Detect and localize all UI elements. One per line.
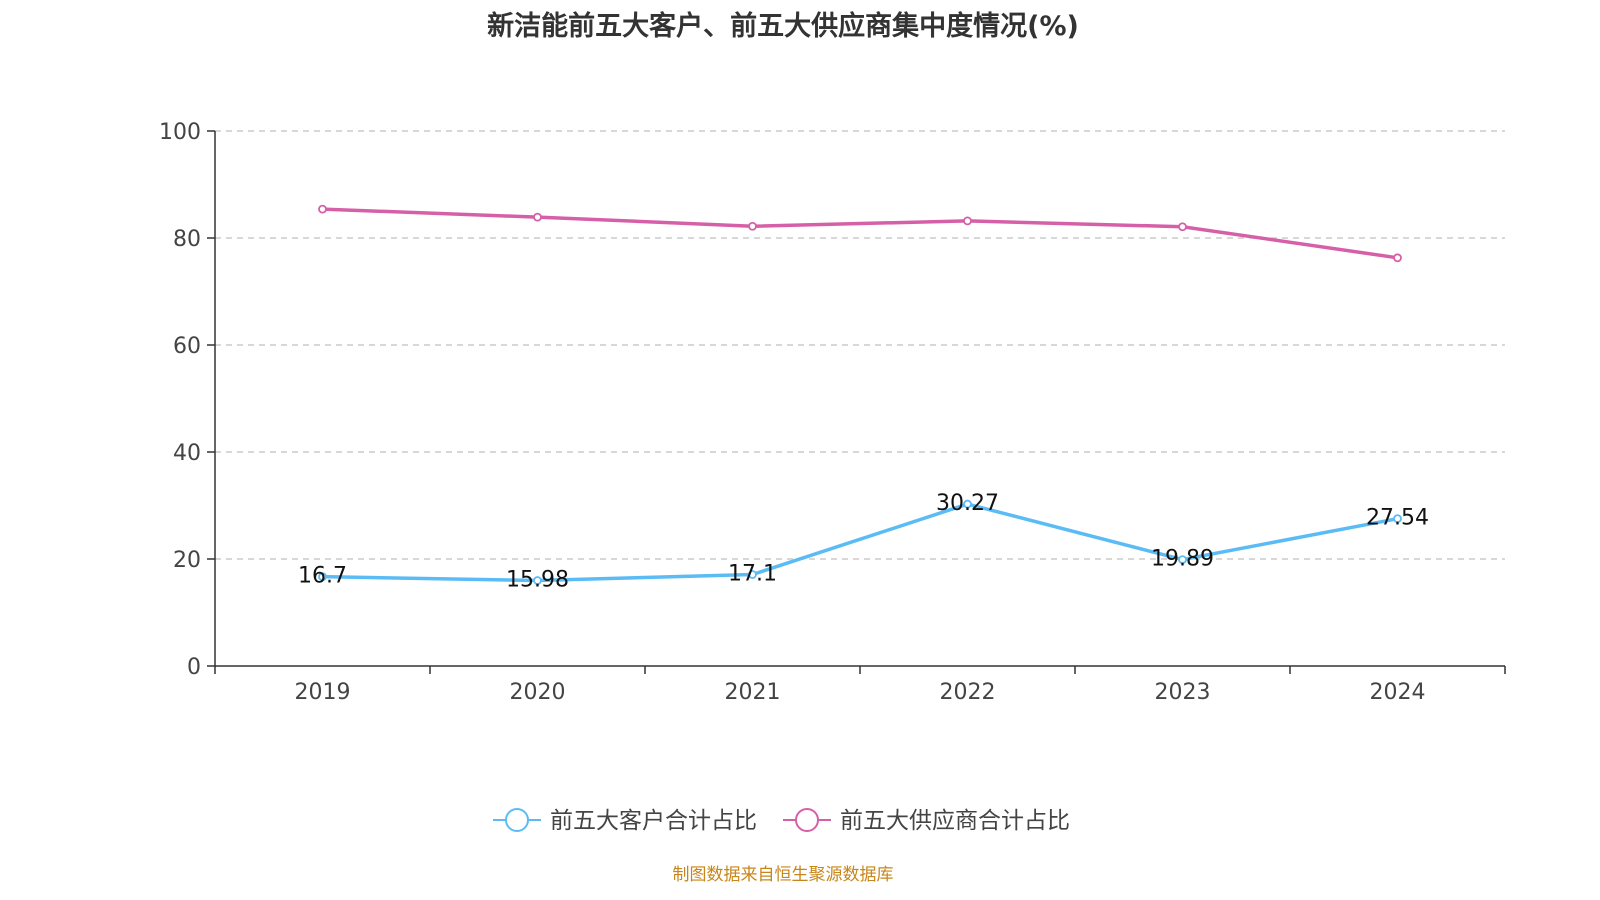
x-tick-label: 2019	[295, 680, 351, 705]
data-point	[318, 204, 327, 214]
chart-title: 新洁能前五大客户、前五大供应商集中度情况(%)	[487, 11, 1079, 42]
series-line-0	[322, 502, 1398, 583]
x-tick-label: 2021	[725, 680, 781, 705]
y-tick-label: 20	[173, 548, 201, 573]
y-tick-label: 80	[173, 227, 201, 252]
series-line-1	[322, 207, 1398, 260]
y-tick-label: 40	[173, 441, 201, 466]
data-point	[533, 212, 542, 222]
data-point	[1178, 222, 1187, 232]
legend-label: 前五大客户合计占比	[550, 808, 757, 834]
data-point	[318, 572, 327, 582]
data-label: 19.89	[1151, 547, 1214, 572]
data-point	[1393, 514, 1402, 524]
x-tick-label: 2022	[940, 680, 996, 705]
x-tick-label: 2024	[1370, 680, 1426, 705]
legend-circle-icon	[795, 808, 819, 832]
data-label: 17.1	[728, 562, 777, 587]
data-point	[1393, 253, 1402, 263]
data-label: 27.54	[1366, 506, 1429, 531]
data-label: 16.7	[298, 564, 347, 589]
data-point	[748, 570, 757, 579]
legend-label: 前五大供应商合计占比	[840, 808, 1070, 834]
y-tick-label: 60	[173, 334, 201, 359]
data-point	[963, 216, 972, 226]
y-tick-label: 0	[187, 655, 201, 680]
legend-circle-icon	[505, 808, 529, 832]
data-label: 30.27	[936, 491, 999, 516]
source-note: 制图数据来自恒生聚源数据库	[672, 865, 894, 885]
y-tick-label: 100	[159, 120, 201, 145]
x-tick-label: 2020	[510, 680, 566, 705]
data-point	[963, 499, 972, 509]
data-point	[748, 221, 757, 231]
x-tick-label: 2023	[1155, 680, 1211, 705]
data-point	[1178, 555, 1187, 564]
data-point	[533, 576, 542, 585]
data-label: 15.98	[506, 568, 569, 593]
